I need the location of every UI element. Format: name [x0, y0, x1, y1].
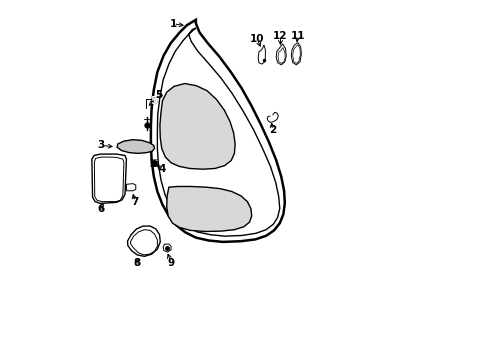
Text: 9: 9 — [167, 258, 174, 268]
Text: 1: 1 — [169, 19, 177, 29]
Text: 8: 8 — [133, 258, 140, 268]
Text: 7: 7 — [131, 197, 139, 207]
Text: 5: 5 — [155, 90, 162, 100]
Polygon shape — [117, 140, 154, 153]
Text: 5: 5 — [150, 96, 157, 106]
Text: 5: 5 — [150, 96, 157, 106]
Text: 2: 2 — [268, 125, 276, 135]
Polygon shape — [166, 186, 251, 231]
Polygon shape — [160, 84, 235, 169]
Text: 12: 12 — [273, 31, 287, 41]
Text: 4: 4 — [158, 164, 165, 174]
Text: 11: 11 — [290, 31, 305, 41]
Text: 10: 10 — [249, 34, 264, 44]
Text: 5: 5 — [155, 90, 162, 100]
Text: 6: 6 — [97, 204, 104, 214]
Text: 3: 3 — [97, 140, 104, 150]
